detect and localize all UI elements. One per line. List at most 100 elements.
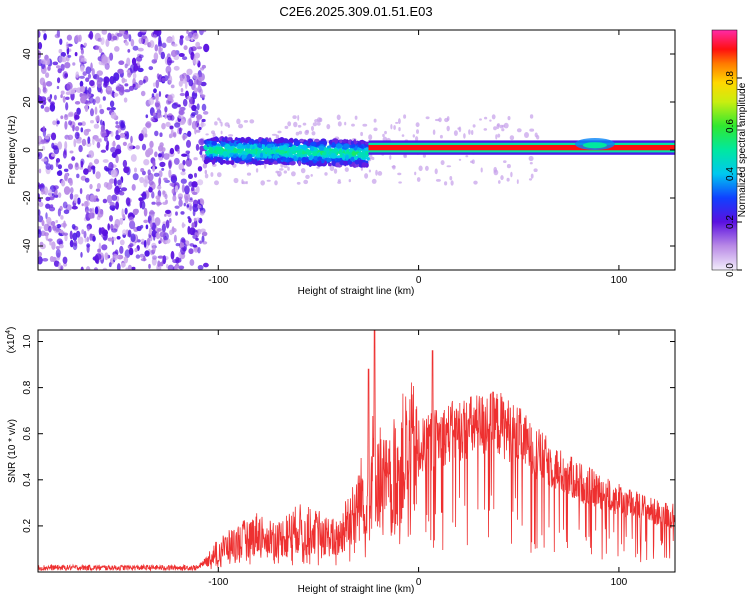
noise-cell — [38, 87, 41, 96]
noise-cell — [171, 188, 175, 194]
noise-cell — [67, 112, 74, 118]
noise-cell — [85, 77, 90, 82]
noise-cell — [70, 187, 74, 194]
halo-cell — [503, 160, 507, 164]
noise-cell — [49, 256, 55, 262]
noise-cell — [69, 150, 74, 154]
halo-cell — [274, 180, 278, 186]
noise-cell — [123, 166, 130, 174]
halo-cell — [449, 176, 453, 181]
noise-cell — [137, 47, 144, 52]
noise-cell — [68, 120, 73, 126]
band-cell — [251, 149, 257, 155]
halo-cell — [236, 118, 241, 125]
noise-cell — [132, 173, 139, 181]
noise-cell — [100, 119, 103, 126]
noise-cell — [93, 267, 98, 270]
noise-cell — [104, 252, 109, 261]
noise-cell — [132, 83, 136, 88]
noise-cell — [64, 120, 68, 130]
band-cell — [343, 160, 348, 165]
noise-cell — [195, 41, 201, 48]
noise-cell — [83, 42, 88, 47]
noise-cell — [55, 160, 59, 168]
noise-cell — [186, 30, 189, 34]
band-cell — [263, 160, 270, 164]
noise-cell — [53, 147, 60, 155]
halo-cell — [403, 114, 407, 119]
noise-cell — [144, 133, 148, 138]
halo-cell — [291, 171, 296, 177]
spectrogram-panel: -100 0 100 -40 -20 0 20 40 Height of straight l… — [7, 29, 676, 297]
noise-cell — [132, 72, 137, 80]
band-cell — [235, 157, 242, 162]
noise-cell — [127, 71, 132, 78]
halo-cell — [227, 124, 231, 128]
noise-cell — [38, 30, 41, 38]
noise-cell — [148, 187, 153, 193]
noise-cell — [56, 120, 60, 125]
band-cell — [264, 153, 268, 159]
noise-cell — [68, 163, 73, 170]
noise-cell — [81, 229, 85, 235]
noise-cell — [145, 122, 151, 128]
noise-cell — [134, 167, 137, 173]
noise-cell — [111, 207, 115, 211]
noise-cell — [132, 77, 136, 86]
noise-cell — [61, 179, 66, 187]
noise-cell — [113, 237, 117, 241]
noise-cell — [115, 134, 121, 140]
y-tick-label: 0.2 — [22, 519, 33, 533]
band-cell — [301, 144, 308, 150]
noise-cell — [38, 42, 43, 50]
band-cell — [240, 150, 247, 156]
band-cell — [268, 158, 275, 162]
noise-cell — [102, 159, 109, 163]
noise-cell — [102, 267, 108, 270]
noise-cell — [46, 216, 52, 225]
halo-cell — [283, 164, 288, 168]
snr-ylabel: SNR (10 * v/v) — [7, 419, 18, 483]
noise-cell — [81, 138, 87, 147]
noise-cell — [54, 33, 61, 39]
band-cell — [238, 160, 246, 165]
band-cell — [276, 157, 281, 164]
halo-cell — [264, 163, 267, 169]
noise-cell — [195, 237, 199, 241]
noise-cell — [192, 97, 195, 105]
noise-cell — [80, 266, 84, 270]
halo-cell — [500, 175, 504, 181]
band-cell — [354, 158, 360, 165]
halo-cell — [415, 122, 420, 128]
noise-cell — [169, 229, 174, 236]
noise-cell — [65, 102, 69, 111]
noise-cell — [69, 179, 73, 186]
noise-cell — [148, 228, 152, 236]
noise-cell — [201, 231, 208, 237]
band-cell — [214, 146, 221, 152]
noise-cell — [158, 145, 164, 152]
band-cell — [295, 146, 299, 151]
halo-cell — [415, 136, 419, 142]
noise-cell — [127, 229, 132, 238]
noise-cell — [42, 258, 49, 262]
halo-cell — [279, 168, 284, 171]
halo-cell — [287, 166, 290, 171]
halo-cell — [337, 121, 342, 127]
halo-cell — [300, 168, 306, 174]
noise-cell — [105, 38, 110, 47]
noise-cell — [74, 131, 80, 140]
snr-frame — [37, 329, 676, 573]
halo-cell — [249, 119, 255, 124]
noise-cell — [55, 248, 61, 258]
noise-cell — [42, 125, 46, 134]
noise-cell — [138, 133, 144, 142]
noise-cell — [69, 193, 74, 200]
band-cell — [206, 140, 211, 144]
noise-cell — [102, 96, 106, 101]
halo-cell — [534, 132, 538, 138]
noise-cell — [95, 45, 101, 51]
halo-cell — [204, 173, 209, 179]
noise-cell — [100, 149, 107, 153]
halo-cell — [304, 130, 309, 136]
